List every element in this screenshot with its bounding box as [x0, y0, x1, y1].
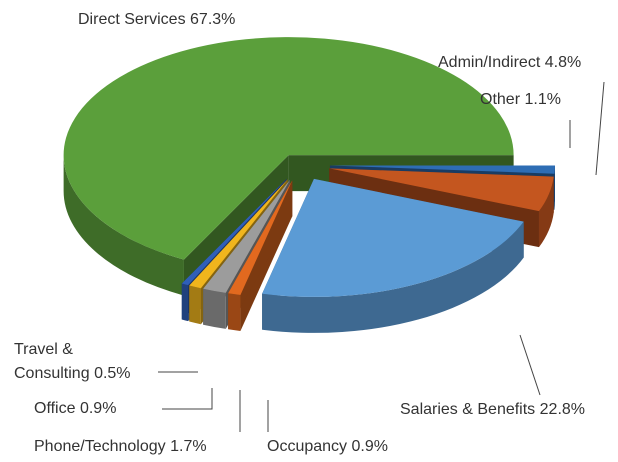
category: Salaries & Benefits	[400, 401, 536, 418]
leader-line	[162, 388, 213, 410]
category: Phone/Technology	[34, 438, 166, 455]
slice-label: Direct Services 67.3%	[78, 8, 235, 32]
slice-wall	[63, 155, 184, 296]
value-label: 1.7%	[170, 438, 207, 455]
slice-top	[181, 179, 287, 286]
slice-top	[228, 180, 293, 296]
category: Travel & Consulting	[14, 341, 90, 382]
slice-label: Other 1.1%	[480, 88, 561, 112]
slices	[63, 37, 555, 333]
value-label: 0.9%	[79, 400, 117, 417]
slice-wall	[189, 285, 201, 325]
category: Direct Services	[78, 11, 186, 28]
slice-wall	[203, 288, 226, 329]
value-label: 0.5%	[94, 365, 131, 382]
slice-wall	[228, 293, 241, 332]
category: Occupancy	[267, 438, 348, 455]
category: Other	[480, 91, 521, 108]
value-label: 67.3%	[190, 11, 236, 28]
slice-wall	[554, 165, 555, 210]
slice-label: Salaries & Benefits 22.8%	[400, 398, 585, 422]
category: Office	[34, 400, 76, 417]
value-label: 22.8%	[539, 401, 586, 418]
pie-slice	[262, 178, 524, 333]
category: Admin/Indirect	[438, 54, 541, 71]
slice-wall	[262, 221, 524, 333]
leader-line	[519, 334, 541, 396]
leader-line	[595, 81, 605, 176]
slice-top	[262, 178, 524, 297]
slice-label: Admin/Indirect 4.8%	[438, 51, 581, 75]
slice-top	[63, 37, 514, 260]
slice-label: Occupancy 0.9%	[267, 435, 388, 459]
slice-label: Travel & Consulting 0.5%	[14, 338, 139, 386]
slice-top	[203, 179, 290, 293]
value-label: 1.1%	[524, 91, 561, 108]
slice-label: Phone/Technology 1.7%	[34, 435, 207, 459]
value-label: 0.9%	[351, 438, 388, 455]
slice-label: Office 0.9%	[34, 397, 116, 421]
leader-lines	[158, 81, 605, 432]
slice-side	[228, 180, 293, 330]
slice-wall	[538, 176, 554, 248]
pie-slice	[228, 180, 293, 332]
slice-top	[329, 168, 554, 212]
slice-top	[329, 165, 555, 174]
slice-top	[189, 179, 288, 289]
slice-wall	[181, 283, 189, 322]
value-label: 4.8%	[544, 54, 582, 71]
